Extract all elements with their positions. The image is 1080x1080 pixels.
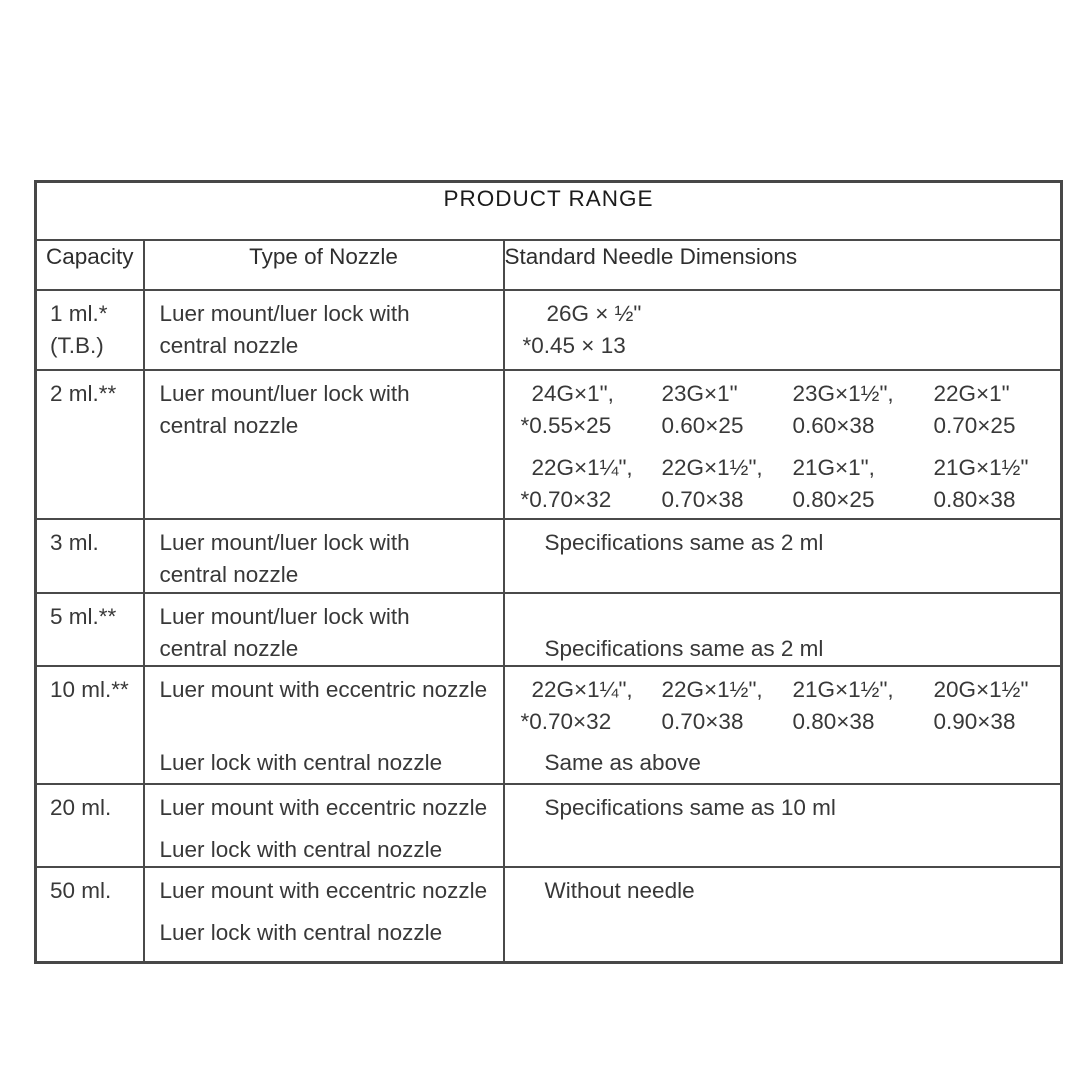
title-row: PRODUCT RANGE bbox=[34, 180, 1063, 241]
needle-gauge: 24G×1", bbox=[531, 380, 614, 406]
nozzle-type-line: Luer mount/luer lock with bbox=[159, 529, 410, 555]
needle-mm: 0.80×25 bbox=[792, 486, 875, 512]
nozzle-cell: Luer mount with eccentric nozzle Luer lo… bbox=[142, 782, 505, 868]
needle-mm: 0.80×38 bbox=[792, 708, 875, 734]
needle-mm: 0.70×38 bbox=[661, 486, 744, 512]
nozzle-type-line: central nozzle bbox=[159, 635, 299, 661]
needle-gauge-line: 26G × ½" bbox=[546, 300, 642, 326]
table-row-1ml: 1 ml.* (T.B.) Luer mount/luer lock with … bbox=[34, 288, 1063, 371]
needle-gauge: 22G×1¼", bbox=[531, 454, 633, 480]
capacity-cell: 10 ml.** bbox=[34, 664, 145, 785]
table-row-3ml: 3 ml. Luer mount/luer lock with central … bbox=[34, 517, 1063, 594]
column-header-capacity: Capacity bbox=[34, 238, 145, 291]
needle-gauge: 20G×1½" bbox=[933, 676, 1029, 702]
dimensions-cell: 22G×1¼", 22G×1½", 21G×1½", 20G×1½" *0.70×32… bbox=[502, 664, 1063, 785]
nozzle-type-line: Luer lock with central nozzle bbox=[159, 919, 443, 945]
capacity-cell: 20 ml. bbox=[34, 782, 145, 868]
capacity-value: 10 ml.** bbox=[50, 676, 129, 702]
nozzle-cell: Luer mount with eccentric nozzle Luer lo… bbox=[142, 865, 505, 964]
nozzle-type-line: Luer mount with eccentric nozzle bbox=[159, 877, 488, 903]
spec-reference-text: Without needle bbox=[544, 877, 695, 903]
needle-mm: *0.55×25 bbox=[520, 412, 612, 438]
capacity-cell: 1 ml.* (T.B.) bbox=[34, 288, 145, 371]
needle-gauge: 22G×1" bbox=[933, 380, 1010, 406]
needle-gauge: 23G×1½", bbox=[792, 380, 894, 406]
spec-reference-text: Specifications same as 2 ml bbox=[544, 529, 824, 555]
nozzle-cell: Luer mount/luer lock with central nozzle bbox=[142, 288, 505, 371]
dimensions-cell: Specifications same as 2 ml bbox=[502, 591, 1063, 667]
column-header-nozzle-type: Type of Nozzle bbox=[142, 238, 505, 291]
nozzle-type-line: central nozzle bbox=[159, 412, 299, 438]
needle-dimension-group: 22G×1¼", 22G×1½", 21G×1", 21G×1½" *0.70×32 0… bbox=[505, 452, 1057, 516]
needle-gauge: 21G×1½" bbox=[933, 454, 1029, 480]
needle-mm-line: *0.55×25 0.60×25 0.60×38 0.70×25 bbox=[521, 410, 1057, 442]
dimensions-cell: 24G×1", 23G×1" 23G×1½", 22G×1" *0.55×25 0.60… bbox=[502, 368, 1063, 520]
needle-mm-line: *0.70×32 0.70×38 0.80×25 0.80×38 bbox=[521, 484, 1057, 516]
capacity-cell: 2 ml.** bbox=[34, 368, 145, 520]
needle-gauge: 22G×1½", bbox=[661, 454, 763, 480]
table-row-20ml: 20 ml. Luer mount with eccentric nozzle … bbox=[34, 782, 1063, 868]
column-header-needle-dimensions: Standard Needle Dimensions bbox=[502, 238, 1063, 291]
nozzle-cell: Luer mount with eccentric nozzle Luer lo… bbox=[142, 664, 505, 785]
capacity-cell: 5 ml.** bbox=[34, 591, 145, 667]
capacity-value: 50 ml. bbox=[50, 877, 112, 903]
needle-gauge: 22G×1¼", bbox=[531, 676, 633, 702]
needle-mm: 0.60×25 bbox=[661, 412, 744, 438]
needle-gauge-line: 22G×1¼", 22G×1½", 21G×1", 21G×1½" bbox=[521, 452, 1057, 484]
table-row-50ml: 50 ml. Luer mount with eccentric nozzle … bbox=[34, 865, 1063, 964]
capacity-value: 1 ml.* bbox=[50, 300, 108, 326]
table-row-10ml: 10 ml.** Luer mount with eccentric nozzl… bbox=[34, 664, 1063, 785]
needle-mm: 0.60×38 bbox=[792, 412, 875, 438]
needle-gauge: 22G×1½", bbox=[661, 676, 763, 702]
capacity-value: 20 ml. bbox=[50, 794, 112, 820]
spec-reference-text: Same as above bbox=[544, 749, 701, 775]
dimensions-cell: Specifications same as 10 ml bbox=[502, 782, 1063, 868]
product-range-table: PRODUCT RANGE Capacity Type of Nozzle St… bbox=[34, 180, 1064, 964]
capacity-value: 2 ml.** bbox=[50, 380, 117, 406]
dimensions-cell: Specifications same as 2 ml bbox=[502, 517, 1063, 594]
column-header-row: Capacity Type of Nozzle Standard Needle … bbox=[34, 238, 1063, 291]
needle-mm-line: *0.45 × 13 bbox=[522, 332, 626, 358]
table-title: PRODUCT RANGE bbox=[34, 180, 1063, 241]
spec-reference-text: Specifications same as 2 ml bbox=[544, 635, 824, 661]
nozzle-type-line: Luer mount/luer lock with bbox=[159, 603, 410, 629]
table-row-2ml: 2 ml.** Luer mount/luer lock with centra… bbox=[34, 368, 1063, 520]
nozzle-type-line: Luer mount/luer lock with bbox=[159, 380, 410, 406]
needle-mm: *0.70×32 bbox=[520, 486, 612, 512]
nozzle-cell: Luer mount/luer lock with central nozzle bbox=[142, 591, 505, 667]
capacity-value: 3 ml. bbox=[50, 529, 99, 555]
dimensions-cell: 26G × ½" *0.45 × 13 bbox=[502, 288, 1063, 371]
needle-gauge: 23G×1" bbox=[661, 380, 738, 406]
needle-gauge: 21G×1", bbox=[792, 454, 875, 480]
capacity-note: (T.B.) bbox=[50, 332, 104, 358]
nozzle-type-line: central nozzle bbox=[159, 561, 299, 587]
needle-mm: 0.70×25 bbox=[933, 412, 1016, 438]
nozzle-type-line: Luer lock with central nozzle bbox=[159, 836, 443, 862]
nozzle-type-line: Luer mount with eccentric nozzle bbox=[159, 676, 488, 702]
nozzle-type-line: central nozzle bbox=[159, 332, 299, 358]
nozzle-type-line: Luer mount with eccentric nozzle bbox=[159, 794, 488, 820]
needle-mm: *0.70×32 bbox=[520, 708, 612, 734]
product-range-document: PRODUCT RANGE Capacity Type of Nozzle St… bbox=[34, 180, 1064, 964]
needle-mm-line: *0.70×32 0.70×38 0.80×38 0.90×38 bbox=[521, 706, 1057, 738]
needle-gauge-line: 24G×1", 23G×1" 23G×1½", 22G×1" bbox=[521, 378, 1057, 410]
needle-mm: 0.70×38 bbox=[661, 708, 744, 734]
nozzle-type-line: Luer lock with central nozzle bbox=[159, 749, 443, 775]
capacity-cell: 50 ml. bbox=[34, 865, 145, 964]
needle-gauge-line: 22G×1¼", 22G×1½", 21G×1½", 20G×1½" bbox=[521, 674, 1057, 706]
needle-dimension-group: 22G×1¼", 22G×1½", 21G×1½", 20G×1½" *0.70×32… bbox=[505, 674, 1057, 738]
nozzle-cell: Luer mount/luer lock with central nozzle bbox=[142, 517, 505, 594]
dimensions-cell: Without needle bbox=[502, 865, 1063, 964]
capacity-value: 5 ml.** bbox=[50, 603, 117, 629]
needle-dimension-group: 24G×1", 23G×1" 23G×1½", 22G×1" *0.55×25 0.60… bbox=[505, 378, 1057, 442]
spec-reference-text: Specifications same as 10 ml bbox=[544, 794, 836, 820]
needle-mm: 0.80×38 bbox=[933, 486, 1016, 512]
capacity-cell: 3 ml. bbox=[34, 517, 145, 594]
table-row-5ml: 5 ml.** Luer mount/luer lock with centra… bbox=[34, 591, 1063, 667]
needle-gauge: 21G×1½", bbox=[792, 676, 894, 702]
nozzle-cell: Luer mount/luer lock with central nozzle bbox=[142, 368, 505, 520]
nozzle-type-line: Luer mount/luer lock with bbox=[159, 300, 410, 326]
needle-mm: 0.90×38 bbox=[933, 708, 1016, 734]
